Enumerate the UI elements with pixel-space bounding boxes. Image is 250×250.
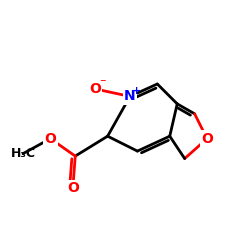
- Text: H₃C: H₃C: [10, 147, 35, 160]
- Text: O: O: [67, 182, 79, 196]
- Text: O: O: [201, 132, 213, 146]
- Text: O: O: [44, 132, 56, 146]
- Text: N: N: [124, 90, 136, 104]
- Text: O: O: [89, 82, 101, 96]
- Text: ⁻: ⁻: [99, 77, 106, 90]
- Text: +: +: [132, 86, 141, 96]
